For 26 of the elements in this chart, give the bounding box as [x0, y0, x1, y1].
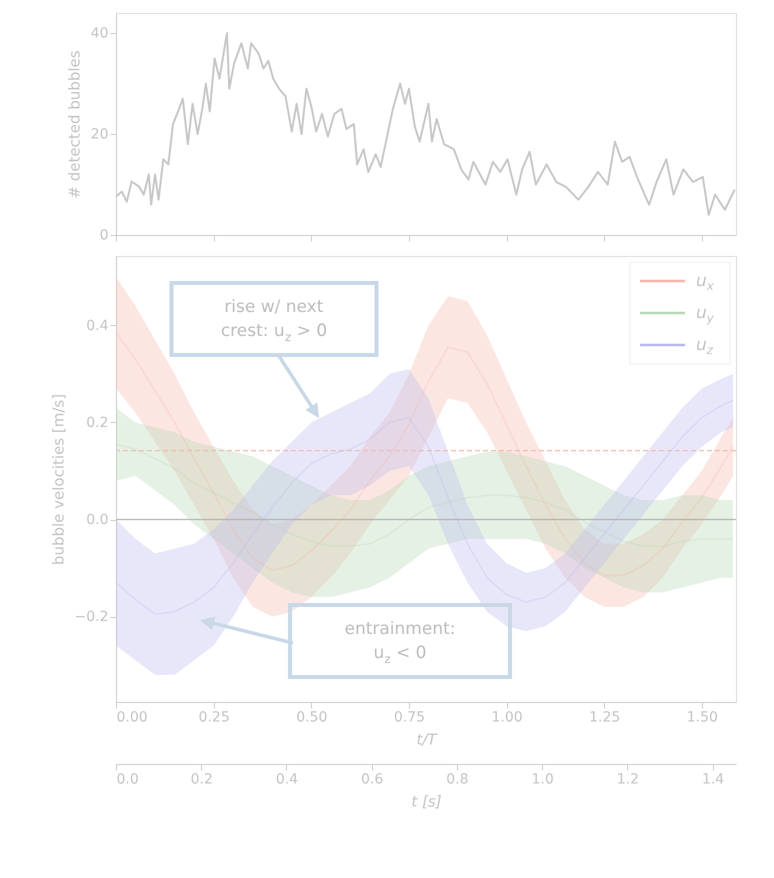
y-tick-label: 0.2	[86, 414, 108, 431]
x2-tick-label: 0.6	[361, 772, 384, 788]
x-tick-label: 1.00	[491, 710, 523, 726]
y-tick-label: 0.0	[86, 512, 108, 528]
x-tick-label: 0.25	[198, 710, 230, 726]
x2-tick-label: 1.4	[702, 772, 724, 788]
y-tick-label: 0.4	[86, 318, 109, 334]
y-tick-label: 20	[90, 126, 108, 143]
y-axis-title: # detected bubbles	[66, 50, 84, 199]
x-tick-label: 0.50	[296, 710, 328, 726]
x2-axis-title: t [s]	[411, 792, 442, 810]
x2-tick-label: 0.4	[276, 772, 298, 788]
x-tick-label: 1.50	[686, 710, 718, 726]
x-tick-label: 0.00	[116, 710, 148, 726]
x2-tick-label: 0.8	[446, 772, 469, 788]
x-tick-label: 0.75	[394, 710, 425, 726]
x2-tick-label: 1.2	[616, 772, 639, 788]
y-tick-label: −0.2	[74, 609, 108, 626]
x-axis-title: t/T	[416, 730, 438, 748]
x2-tick-label: 0.2	[190, 772, 213, 788]
y-tick-label: 40	[90, 26, 108, 42]
y-tick-label: 0	[100, 228, 108, 244]
x2-tick-label: 1.0	[531, 772, 554, 788]
x-tick-label: 1.25	[589, 710, 620, 726]
x2-tick-label: 0.0	[116, 772, 139, 788]
y-axis-title: bubble velocities [m/s]	[50, 394, 68, 566]
